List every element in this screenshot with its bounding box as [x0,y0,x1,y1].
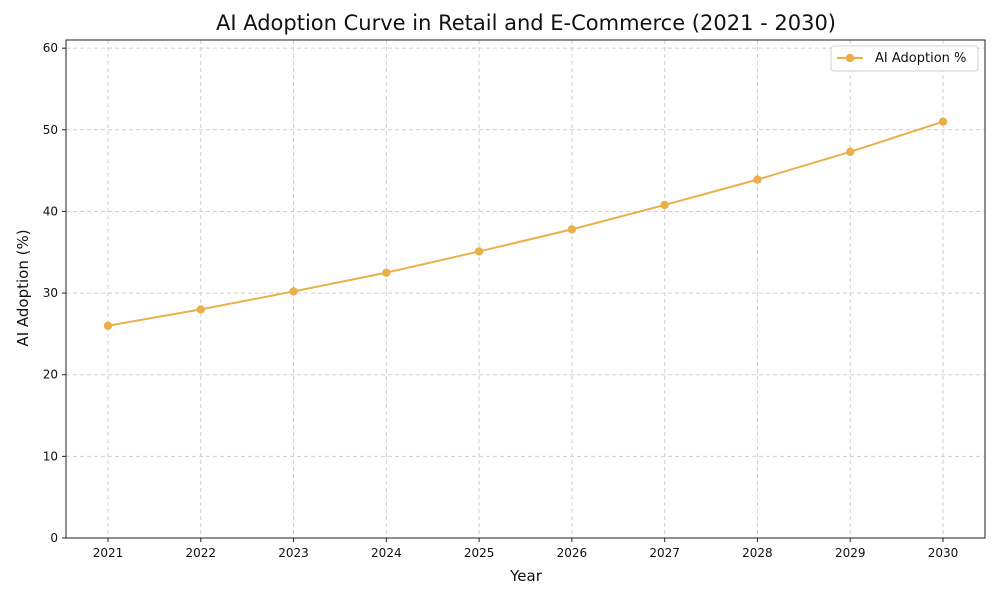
legend-dot-marker [845,53,855,63]
series-line [107,120,944,327]
legend-box [830,45,979,72]
y-tick-label: 50 [43,123,58,137]
x-tick-label: 2027 [649,546,680,560]
data-point [753,175,762,184]
x-tick-label: 2026 [557,546,588,560]
x-tick-label: 2023 [278,546,309,560]
x-tick-label: 2025 [464,546,495,560]
data-point [938,117,948,126]
x-tick-label: 2022 [186,546,217,560]
y-tick-label: 20 [43,368,58,382]
chart-title: AI Adoption Curve in Retail and E-Commer… [216,11,836,35]
data-point [474,247,484,256]
x-tick-label: 2030 [928,546,959,560]
data-point [196,305,205,314]
data-point [846,147,855,157]
x-tick-label: 2021 [93,546,124,560]
legend: AI Adoption % [830,45,979,72]
y-tick-label: 0 [50,531,58,545]
y-tick-label: 10 [43,449,58,463]
grid-layer [66,40,985,539]
x-tick-label: 2024 [371,546,402,560]
axis-layer: 2021 2022 2023 2024 2025 2026 2027 2028 2029 2030… [43,39,986,560]
data-point [567,225,577,234]
label-layer: AI Adoption Curve in Retail and E-Commer… [14,11,836,585]
x-axis-label: Year [509,567,543,585]
data-point [289,287,298,296]
y-tick-label: 40 [43,204,58,218]
data-point [103,321,113,330]
y-tick-label: 60 [43,41,58,55]
x-tick-label: 2029 [835,546,866,560]
legend-item-label: AI Adoption % [875,51,966,66]
plot-frame [65,39,986,539]
y-tick-label: 30 [43,286,58,300]
data-point [382,268,391,277]
x-tick-label: 2028 [742,546,773,560]
y-axis-label: AI Adoption (%) [14,229,32,346]
series-layer [103,117,948,330]
data-point [660,200,669,210]
